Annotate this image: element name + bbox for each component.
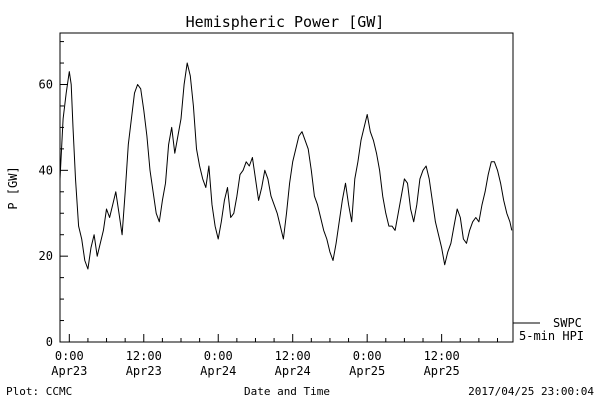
x-axis: 0:00Apr2312:00Apr230:00Apr2412:00Apr240:… bbox=[51, 334, 498, 378]
x-tick-label-time: 0:00 bbox=[204, 349, 233, 363]
x-tick-label-date: Apr25 bbox=[424, 364, 460, 378]
legend-label-line1: SWPC bbox=[553, 316, 582, 330]
y-axis: 0 20 40 60 bbox=[39, 41, 68, 349]
x-tick-label-time: 12:00 bbox=[424, 349, 460, 363]
x-tick-label-time: 0:00 bbox=[55, 349, 84, 363]
x-tick-label-time: 0:00 bbox=[353, 349, 382, 363]
x-tick-label-time: 12:00 bbox=[275, 349, 311, 363]
y-tick-label: 20 bbox=[39, 249, 53, 263]
x-tick-label-time: 12:00 bbox=[126, 349, 162, 363]
x-tick-label-date: Apr24 bbox=[200, 364, 236, 378]
x-tick-label-date: Apr24 bbox=[275, 364, 311, 378]
chart-title: Hemispheric Power [GW] bbox=[186, 13, 385, 31]
y-tick-label: 60 bbox=[39, 78, 53, 92]
series-line-hpi bbox=[59, 62, 513, 270]
x-tick-label-date: Apr25 bbox=[349, 364, 385, 378]
x-tick-label-date: Apr23 bbox=[51, 364, 87, 378]
y-axis-label: P [GW] bbox=[6, 166, 20, 209]
plot-credit: Plot: CCMC bbox=[6, 385, 72, 398]
plot-frame bbox=[59, 32, 514, 343]
y-tick-label: 40 bbox=[39, 163, 53, 177]
legend-label-line2: 5-min HPI bbox=[519, 329, 584, 343]
series-layer bbox=[59, 62, 513, 270]
y-tick-label: 0 bbox=[46, 335, 53, 349]
x-axis-label: Date and Time bbox=[244, 385, 330, 398]
timestamp: 2017/04/25 23:00:04 bbox=[468, 385, 594, 398]
legend: SWPC 5-min HPI bbox=[513, 316, 584, 343]
x-tick-label-date: Apr23 bbox=[126, 364, 162, 378]
